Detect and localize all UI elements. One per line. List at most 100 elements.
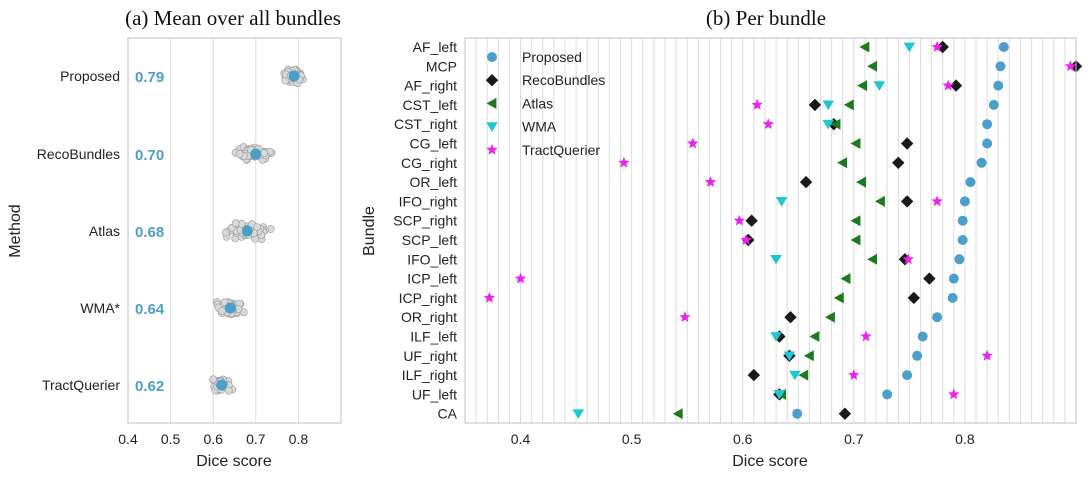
bundle-label: CG_left xyxy=(410,136,458,152)
bundle-label: AF_left xyxy=(413,39,457,55)
atlas-point xyxy=(840,273,851,285)
mean-value-label: 0.62 xyxy=(135,378,164,395)
panel-b-data-points xyxy=(483,40,1083,420)
panel-a-x-label: Dice score xyxy=(196,453,272,470)
atlas-point xyxy=(803,350,814,362)
mean-value-label: 0.79 xyxy=(135,69,164,86)
wma-point xyxy=(773,390,786,400)
atlas-point xyxy=(867,60,878,72)
wma-point xyxy=(789,370,801,381)
bundle-label: OR_right xyxy=(401,309,457,325)
tractquerier-point xyxy=(733,214,746,226)
wma-point xyxy=(770,332,782,342)
proposed-point xyxy=(917,331,928,342)
jitter-point xyxy=(209,375,218,384)
wma-point xyxy=(873,81,886,91)
tractquerier-point xyxy=(902,253,914,265)
atlas-point xyxy=(867,253,878,265)
panel-b-y-label: Bundle xyxy=(361,206,378,256)
proposed-point xyxy=(932,312,943,323)
atlas-point xyxy=(850,215,861,227)
legend-marker xyxy=(487,52,497,62)
bundle-label: CST_right xyxy=(394,116,457,132)
proposed-point xyxy=(982,138,993,149)
proposed-point xyxy=(976,157,987,168)
proposed-point xyxy=(912,350,923,361)
legend-marker xyxy=(485,74,499,87)
atlas-point xyxy=(843,99,854,111)
atlas-point xyxy=(850,234,861,246)
tractquerier-point xyxy=(762,118,774,130)
bundle-label: IFO_right xyxy=(399,193,457,209)
wma-point xyxy=(572,409,585,419)
tractquerier-point xyxy=(1064,60,1077,72)
proposed-point xyxy=(965,177,976,188)
x-tick-label: 0.6 xyxy=(203,431,223,447)
bundle-label: UF_right xyxy=(403,348,457,364)
proposed-point xyxy=(957,235,968,245)
panel-a-mean-labels: 0.79 0.70 0.68 0.64 0.62 xyxy=(135,69,165,395)
bundle-label: CG_right xyxy=(401,155,457,171)
recobundles-point xyxy=(923,272,936,285)
bundle-label: SCP_right xyxy=(393,213,457,229)
bundle-label: ILF_right xyxy=(402,367,457,383)
atlas-point xyxy=(809,331,820,342)
mean-value-label: 0.64 xyxy=(135,301,165,318)
jitter-point xyxy=(218,307,226,315)
legend-label: Proposed xyxy=(522,49,582,65)
mean-point xyxy=(216,379,228,391)
recobundles-point xyxy=(799,175,813,189)
tractquerier-point xyxy=(679,311,691,323)
tractquerier-point xyxy=(848,369,860,380)
wma-point xyxy=(775,197,788,207)
recobundles-point xyxy=(892,156,905,169)
mean-point xyxy=(288,70,300,82)
panel-b-bundle-labels: AF_left MCP AF_right CST_left CST_right CG_le… xyxy=(393,39,457,422)
proposed-point xyxy=(882,389,893,400)
wma-point xyxy=(822,119,835,130)
x-tick-label: 0.5 xyxy=(161,431,181,447)
tractquerier-point xyxy=(751,98,763,110)
bundle-label: MCP xyxy=(426,58,457,74)
mean-point xyxy=(224,302,236,314)
legend-label: Atlas xyxy=(522,95,553,111)
proposed-point xyxy=(957,215,968,226)
recobundles-point xyxy=(745,214,758,227)
method-label: TractQuerier xyxy=(42,377,120,393)
wma-point xyxy=(822,100,835,111)
x-tick-label: 0.4 xyxy=(511,431,531,447)
jitter-point xyxy=(221,228,230,237)
panel-b-x-label: Dice score xyxy=(732,453,808,470)
wma-point xyxy=(770,254,782,265)
legend-label: RecoBundles xyxy=(522,72,605,88)
recobundles-point xyxy=(900,195,914,208)
atlas-point xyxy=(824,311,835,323)
recobundles-point xyxy=(949,79,963,92)
bundle-label: ILF_left xyxy=(410,329,457,345)
mean-point xyxy=(250,148,262,160)
mean-value-label: 0.70 xyxy=(135,147,164,164)
bundle-label: AF_right xyxy=(404,78,457,94)
legend-label: WMA xyxy=(522,119,557,135)
tractquerier-point xyxy=(740,234,752,245)
bundle-label: IFO_left xyxy=(407,251,457,267)
legend-label: TractQuerier xyxy=(522,142,600,158)
atlas-point xyxy=(856,176,866,188)
method-label: RecoBundles xyxy=(37,146,120,162)
tractquerier-point xyxy=(860,330,872,342)
recobundles-point xyxy=(907,291,921,305)
bundle-label: UF_left xyxy=(412,386,457,402)
atlas-point xyxy=(830,118,841,130)
bundle-label: CST_left xyxy=(403,97,458,113)
jitter-point xyxy=(231,219,240,228)
x-tick-label: 0.8 xyxy=(955,431,975,447)
panel-a-title: (a) Mean over all bundles xyxy=(125,6,341,30)
atlas-point xyxy=(798,369,809,381)
x-tick-label: 0.7 xyxy=(246,431,266,447)
atlas-point xyxy=(874,195,885,207)
x-tick-label: 0.6 xyxy=(733,431,753,447)
recobundles-point xyxy=(747,368,761,382)
panel-b-gridlines xyxy=(475,38,1066,423)
recobundles-point xyxy=(784,311,797,324)
bundle-label: ICP_left xyxy=(407,271,457,287)
